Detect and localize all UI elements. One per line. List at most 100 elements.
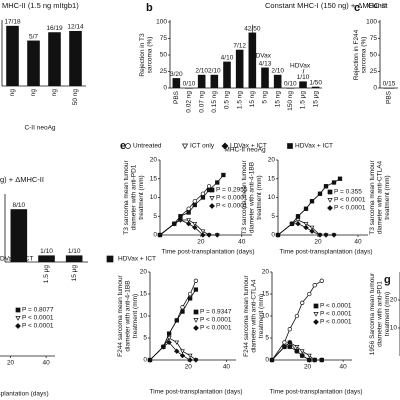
y-tick-label: 0 xyxy=(265,357,269,364)
marker xyxy=(289,221,295,226)
marker xyxy=(327,189,333,195)
x-tick-label: 20 xyxy=(7,360,15,367)
marker xyxy=(178,214,183,219)
y-tick-label: 25 xyxy=(160,68,168,75)
marker xyxy=(174,340,180,345)
x-tick-label: 20 xyxy=(185,364,193,371)
marker xyxy=(215,180,220,185)
x-tick-label: ng xyxy=(9,89,16,97)
marker xyxy=(282,344,287,349)
p-value: P < 0.0001 xyxy=(320,311,352,318)
marker xyxy=(157,232,163,238)
marker xyxy=(192,221,198,227)
panel-label: c xyxy=(354,2,360,14)
p-value: P = 0.2955 xyxy=(216,187,248,194)
x-axis-label: ost-transplantation (days) xyxy=(0,391,49,398)
y-tick-label: 10 xyxy=(268,194,276,201)
x-tick-label: 0.15 ng xyxy=(211,91,218,113)
marker xyxy=(331,232,337,238)
x-tick-label: 5 ng xyxy=(262,91,269,104)
marker xyxy=(200,232,206,238)
marker xyxy=(313,303,319,309)
marker xyxy=(294,345,300,350)
y-tick-label: 5 xyxy=(271,213,275,220)
marker xyxy=(287,143,293,149)
y-tick-label: 100 xyxy=(156,19,167,26)
x-tick-label: 0.5 ng xyxy=(224,91,231,109)
marker xyxy=(209,187,215,193)
bar xyxy=(383,88,395,89)
marker xyxy=(206,184,212,189)
legend-label: HDVax + ICT xyxy=(118,256,156,263)
marker xyxy=(312,283,317,288)
value-label: 1/10 xyxy=(68,248,81,255)
y-axis-label: treatment (mm) xyxy=(138,175,145,219)
x-axis-label: MHC-II neoAg xyxy=(224,147,266,154)
p-value: P = 0.355 xyxy=(334,189,362,196)
marker xyxy=(200,191,206,196)
marker xyxy=(306,353,312,359)
marker xyxy=(327,205,333,211)
marker xyxy=(221,172,226,178)
marker xyxy=(206,232,212,238)
x-tick-label: 40 xyxy=(238,239,246,246)
p-value: P = 0.9347 xyxy=(200,309,232,316)
y-tick-label: 20 xyxy=(268,157,276,164)
marker xyxy=(309,225,315,231)
x-tick-label: PBS xyxy=(173,90,180,104)
marker xyxy=(15,323,21,329)
x-tick-label: 15 μg xyxy=(71,265,78,282)
marker xyxy=(275,232,281,238)
marker xyxy=(331,180,337,185)
value-label: 0/15 xyxy=(383,81,396,88)
y-axis-label: F244 sarcoma mean tumour xyxy=(117,274,124,356)
x-axis-label: Time post-transplantation (days) xyxy=(280,249,373,256)
annotation: LDVax xyxy=(252,53,272,60)
y-tick-label: 5 xyxy=(143,335,147,342)
marker xyxy=(174,348,180,354)
marker xyxy=(186,218,192,223)
x-tick-label: 20 xyxy=(304,364,312,371)
value-label: 1/10 xyxy=(40,248,53,255)
legend-label: HDVax + ICT xyxy=(295,143,333,150)
value-label: 2/10 xyxy=(195,68,208,75)
x-axis-label: Time post-transplantation (days) xyxy=(270,389,363,396)
marker xyxy=(319,357,324,363)
bar xyxy=(210,74,219,88)
marker xyxy=(299,349,305,354)
p-value: P < 0.0001 xyxy=(334,197,366,204)
marker xyxy=(193,278,199,283)
p-value: P < 0.0001 xyxy=(22,315,54,322)
y-tick-label: 25 xyxy=(370,68,378,75)
value-label: 4/13 xyxy=(259,60,272,67)
bar xyxy=(261,67,269,88)
marker xyxy=(200,195,206,200)
y-tick-label: 100 xyxy=(366,19,377,26)
y-axis-label: Rejection in T3 xyxy=(139,33,146,77)
y-tick-label: 10 xyxy=(150,194,158,201)
y-tick-label: 15 xyxy=(140,291,148,298)
bar xyxy=(223,61,231,88)
marker xyxy=(161,344,166,349)
marker xyxy=(209,203,215,209)
y-tick-label: 20 xyxy=(262,269,270,276)
y-tick-label: 0 xyxy=(373,85,377,92)
value-label: 3/20 xyxy=(170,71,183,78)
y-axis-label: Rejection in F244 xyxy=(353,29,360,80)
x-tick-label: 150 ng xyxy=(287,91,294,111)
bar xyxy=(65,255,83,262)
y-axis-label: T3 sarcoma mean tumour xyxy=(123,159,130,234)
marker xyxy=(309,199,315,204)
marker xyxy=(174,318,179,323)
marker xyxy=(295,221,301,227)
x-axis-label: C-II neoAg xyxy=(24,125,55,132)
bar xyxy=(286,88,295,89)
y-axis-label: treatment (mm) xyxy=(258,294,265,338)
marker xyxy=(193,357,199,363)
y-axis-label: T3 sarcoma mean tumour xyxy=(369,159,376,234)
chart-title: g) + ΔMHC-II xyxy=(0,175,44,184)
y-tick-label: 10 xyxy=(140,313,148,320)
p-value: P < 0.0001 xyxy=(216,203,248,210)
marker xyxy=(327,198,333,203)
p-value: P < 0.0001 xyxy=(320,303,352,310)
